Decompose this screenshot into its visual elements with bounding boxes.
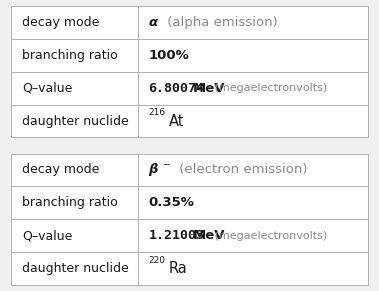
Bar <box>11 6 368 137</box>
Text: branching ratio: branching ratio <box>22 49 118 62</box>
Text: (alpha emission): (alpha emission) <box>163 16 278 29</box>
Text: decay mode: decay mode <box>22 16 99 29</box>
Text: Q–value: Q–value <box>22 81 72 95</box>
Text: 220: 220 <box>149 256 166 265</box>
Text: branching ratio: branching ratio <box>22 196 118 210</box>
Text: 6.80074: 6.80074 <box>149 81 205 95</box>
Bar <box>11 6 368 137</box>
Text: −: − <box>162 159 169 168</box>
Bar <box>11 153 368 285</box>
Text: (electron emission): (electron emission) <box>175 164 308 176</box>
Text: MeV: MeV <box>193 81 225 95</box>
Text: daughter nuclide: daughter nuclide <box>22 262 129 275</box>
Text: β: β <box>149 164 158 176</box>
Text: 0.35%: 0.35% <box>149 196 194 210</box>
Text: 1.21003: 1.21003 <box>149 229 205 242</box>
Text: α: α <box>149 16 158 29</box>
Text: Ra: Ra <box>169 261 188 276</box>
Text: (megaelectronvolts): (megaelectronvolts) <box>211 231 327 241</box>
Text: 216: 216 <box>149 108 166 117</box>
Text: Q–value: Q–value <box>22 229 72 242</box>
Text: daughter nuclide: daughter nuclide <box>22 115 129 127</box>
Text: At: At <box>169 113 184 129</box>
Text: decay mode: decay mode <box>22 164 99 176</box>
Text: 100%: 100% <box>149 49 189 62</box>
Text: (megaelectronvolts): (megaelectronvolts) <box>211 83 327 93</box>
Bar <box>11 153 368 285</box>
Text: MeV: MeV <box>193 229 225 242</box>
